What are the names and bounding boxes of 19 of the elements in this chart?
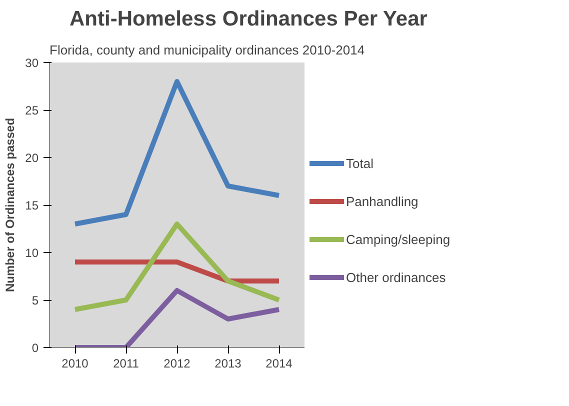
legend-label: Total bbox=[346, 156, 374, 170]
x-tick-label: 2010 bbox=[62, 356, 89, 370]
x-tick-label: 2013 bbox=[214, 356, 242, 370]
y-axis-title: Number of Ordinances passed bbox=[3, 118, 18, 292]
legend-label: Camping/sleeping bbox=[346, 232, 450, 246]
y-tick-label: 20 bbox=[25, 151, 39, 165]
y-tick-label: 15 bbox=[25, 198, 39, 212]
y-tick-label: 30 bbox=[25, 56, 39, 70]
y-tick-label: 25 bbox=[25, 104, 39, 118]
x-tick-label: 2012 bbox=[164, 356, 191, 370]
y-tick-label: 0 bbox=[32, 341, 39, 355]
y-tick-label: 5 bbox=[32, 294, 39, 308]
chart-title: Anti-Homeless Ordinances Per Year bbox=[70, 8, 428, 30]
legend-label: Other ordinances bbox=[346, 270, 446, 284]
legend-label: Panhandling bbox=[346, 194, 418, 208]
y-tick-label: 10 bbox=[25, 246, 39, 260]
x-tick-label: 2014 bbox=[266, 356, 293, 370]
chart-subtitle: Florida, county and municipality ordinances 2010-2014 bbox=[50, 42, 365, 58]
x-tick-label: 2011 bbox=[113, 356, 140, 370]
